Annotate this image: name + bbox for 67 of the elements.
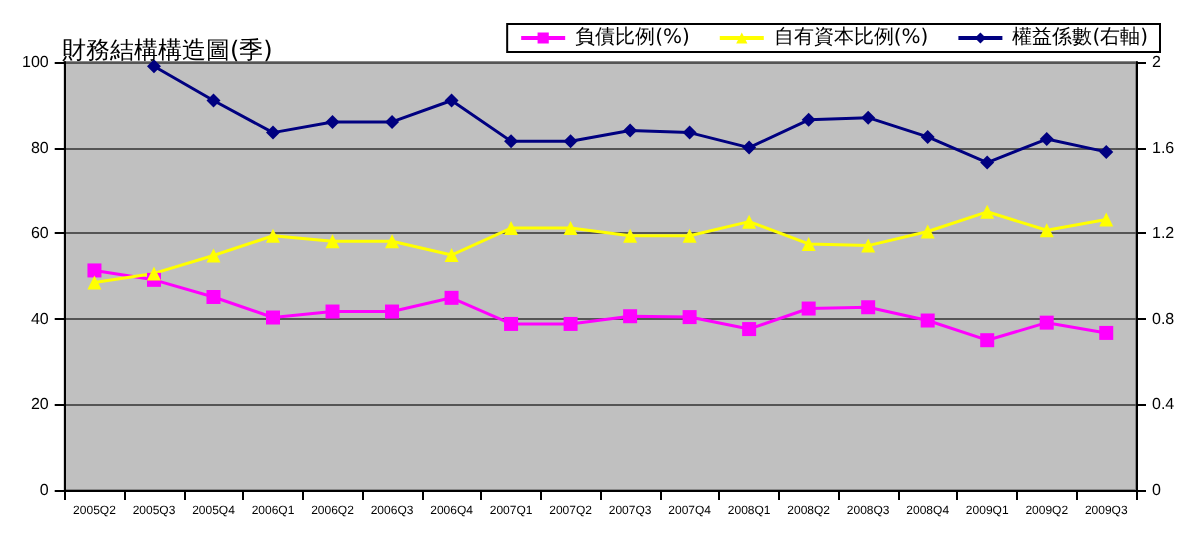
point [861, 238, 876, 253]
point [742, 140, 757, 155]
point [861, 110, 876, 125]
point [146, 266, 161, 281]
legend-label: 自有資本比例(%) [773, 25, 929, 49]
point [563, 316, 578, 331]
point [206, 248, 221, 263]
point [385, 234, 400, 249]
y-tick-label: 20 [30, 395, 50, 414]
point [504, 134, 519, 149]
point [920, 129, 935, 144]
chart-title: 財務結構構造圖(季) [62, 36, 273, 64]
y-tick-label: 60 [30, 224, 50, 243]
point [980, 155, 995, 170]
point [623, 123, 638, 138]
point [1039, 223, 1054, 238]
point [206, 93, 221, 108]
point [87, 263, 102, 278]
y2-tick-label: 1.2 [1152, 224, 1176, 243]
y2-tick-label: 0.8 [1152, 309, 1176, 328]
point [266, 310, 280, 325]
point [861, 300, 876, 315]
point [682, 228, 697, 243]
point [385, 304, 400, 319]
legend-label: 權益係數(右軸) [1012, 25, 1149, 49]
legend-label: 負債比例(%) [575, 25, 690, 49]
point [623, 228, 638, 243]
point [325, 114, 340, 129]
point [563, 134, 578, 149]
point [444, 93, 459, 108]
point [801, 236, 816, 251]
y2-tick-label: 2 [1152, 53, 1162, 71]
point [266, 125, 280, 140]
point [1099, 212, 1114, 227]
y2-tick-label: 0 [1152, 481, 1162, 499]
y-tick-label: 0 [39, 481, 50, 499]
point [504, 316, 519, 331]
y-tick-label: 100 [21, 53, 50, 71]
point [1099, 144, 1114, 159]
point [1039, 132, 1054, 147]
point [444, 290, 459, 305]
point [742, 322, 757, 337]
point [682, 310, 697, 325]
point [920, 313, 935, 328]
point [266, 228, 280, 243]
point [563, 221, 578, 236]
point [444, 248, 459, 263]
y-tick-label: 80 [30, 138, 50, 157]
point [980, 204, 995, 219]
point [504, 221, 519, 236]
point [920, 224, 935, 239]
point [1039, 315, 1054, 330]
point [325, 304, 340, 319]
point [801, 112, 816, 127]
point [385, 114, 400, 129]
point [206, 289, 221, 304]
point [801, 301, 816, 316]
point [87, 275, 102, 290]
y-tick-label: 40 [30, 309, 50, 328]
point [1099, 325, 1114, 340]
point [623, 309, 638, 324]
point [325, 234, 340, 249]
y2-tick-label: 1.6 [1152, 138, 1176, 157]
point [742, 214, 757, 229]
point [980, 333, 995, 348]
point [682, 125, 697, 140]
y2-tick-label: 0.4 [1152, 395, 1176, 414]
